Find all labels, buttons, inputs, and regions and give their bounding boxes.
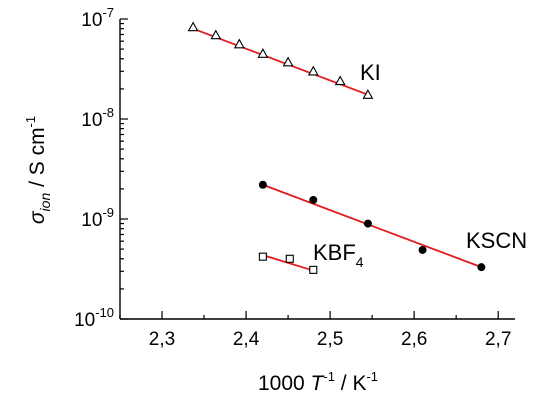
x-tick-label: 2,4 — [233, 329, 260, 350]
x-tick-label: 2,3 — [149, 329, 175, 350]
data-point-ki — [307, 65, 319, 76]
data-point-kbf4 — [285, 254, 294, 263]
data-point-kscn — [363, 219, 372, 228]
data-point-ki — [187, 21, 199, 32]
axes-frame — [119, 19, 515, 320]
y-tick-label: 10-10 — [74, 305, 114, 331]
data-point-ki — [362, 89, 374, 99]
fit-line-kscn — [262, 183, 482, 268]
y-ticks: 10-10 10-9 10-8 10-7 — [74, 5, 128, 331]
data-point-kscn — [477, 263, 486, 272]
data-point-ki — [257, 48, 269, 58]
data-point-kbf4 — [258, 252, 267, 261]
series-label-kscn: KSCN — [466, 228, 527, 253]
y-tick-label: 10-9 — [81, 205, 114, 231]
data-point-ki — [334, 75, 346, 86]
data-point-kscn — [258, 180, 267, 189]
x-tick-label: 2,5 — [317, 329, 343, 350]
data-point-ki — [282, 56, 294, 67]
series-label-ki: KI — [360, 60, 381, 85]
data-point-kscn — [418, 245, 427, 254]
x-ticks: 2,3 2,4 2,5 2,6 2,7 — [119, 311, 511, 350]
series-label-kbf4: KBF4 — [313, 240, 364, 270]
x-axis-title: 1000 T-1 / K-1 — [258, 369, 378, 395]
x-tick-label: 2,7 — [485, 329, 511, 350]
series-labels: KI KSCN KBF4 — [313, 60, 527, 270]
fit-lines — [192, 27, 482, 272]
x-tick-label: 2,6 — [401, 329, 427, 350]
data-points — [187, 21, 486, 274]
data-point-kscn — [309, 195, 318, 204]
data-point-ki — [233, 38, 245, 49]
data-point-ki — [210, 29, 222, 40]
y-axis-title: σion / S cm-1 — [23, 116, 53, 224]
data-point-kbf4 — [309, 265, 318, 274]
fit-line-kbf4 — [262, 254, 314, 272]
y-tick-label: 10-8 — [81, 105, 114, 131]
y-tick-label: 10-7 — [81, 5, 114, 31]
